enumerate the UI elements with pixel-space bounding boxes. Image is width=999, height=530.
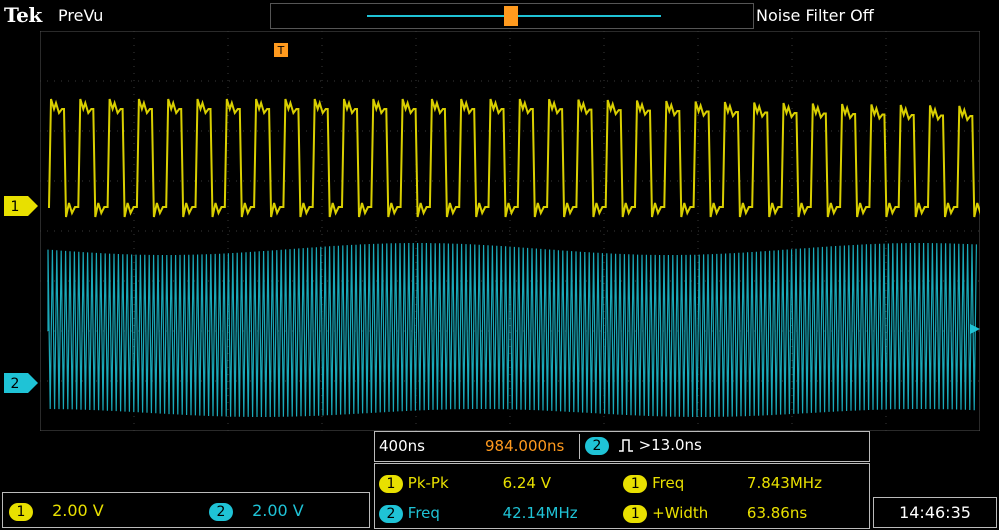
channel-1-scale[interactable]: 1 2.00 V [9,501,104,521]
svg-text:T: T [277,44,285,57]
acquisition-state: PreVu [58,6,104,25]
trigger-level-icon [970,324,980,334]
record-view[interactable] [270,3,754,29]
measurements-panel[interactable]: 1 Pk-Pk 6.24 V 1 Freq 7.843MHz 2 Freq 42… [374,463,870,529]
channel-1-waveform [48,98,980,218]
measurement-channel-badge: 1 [379,475,403,493]
channel-scale-panel[interactable]: 1 2.00 V 2 2.00 V [2,492,370,528]
measurement-row: 1 Pk-Pk 6.24 V 1 Freq 7.843MHz [379,474,822,493]
channel-1-trace [48,98,980,218]
record-view-graphic [367,6,661,26]
trigger-channel-badge: 2 [585,437,609,455]
clock: 14:46:35 [873,497,997,528]
divider [579,434,580,459]
status-bar: Tek PreVu Noise Filter Off [0,0,999,30]
measurement-channel-badge: 2 [379,505,403,523]
channel-1-marker[interactable]: 1 [4,196,38,216]
measurement-row: 2 Freq 42.14MHz 1 +Width 63.86ns [379,504,807,523]
noise-filter-status: Noise Filter Off [756,6,874,25]
trigger-marker-icon: T [274,43,288,57]
brand-logo: Tek [4,3,42,27]
channel-2-waveform [47,242,977,418]
trigger-readout: 2 >13.0ns [585,436,702,455]
measurement-channel-badge: 1 [623,475,648,493]
channel-2-marker[interactable]: 2 [4,373,38,393]
measurement-channel-badge: 1 [623,505,648,523]
svg-text:1: 1 [11,199,20,215]
pulse-width-trigger-icon [618,439,633,452]
time-per-division: 400ns [379,437,425,455]
trigger-position-icon [504,6,518,26]
waveform-display[interactable]: T [40,31,980,431]
channel-2-badge: 2 [209,503,233,521]
horizontal-position: 984.000ns [485,437,565,455]
channel-1-badge: 1 [9,503,33,521]
channel-2-scale[interactable]: 2 2.00 V [209,501,304,521]
horizontal-trigger-panel[interactable]: 400ns 984.000ns 2 >13.0ns [374,431,870,462]
channel-2-trace [47,242,977,418]
svg-text:2: 2 [11,376,20,392]
